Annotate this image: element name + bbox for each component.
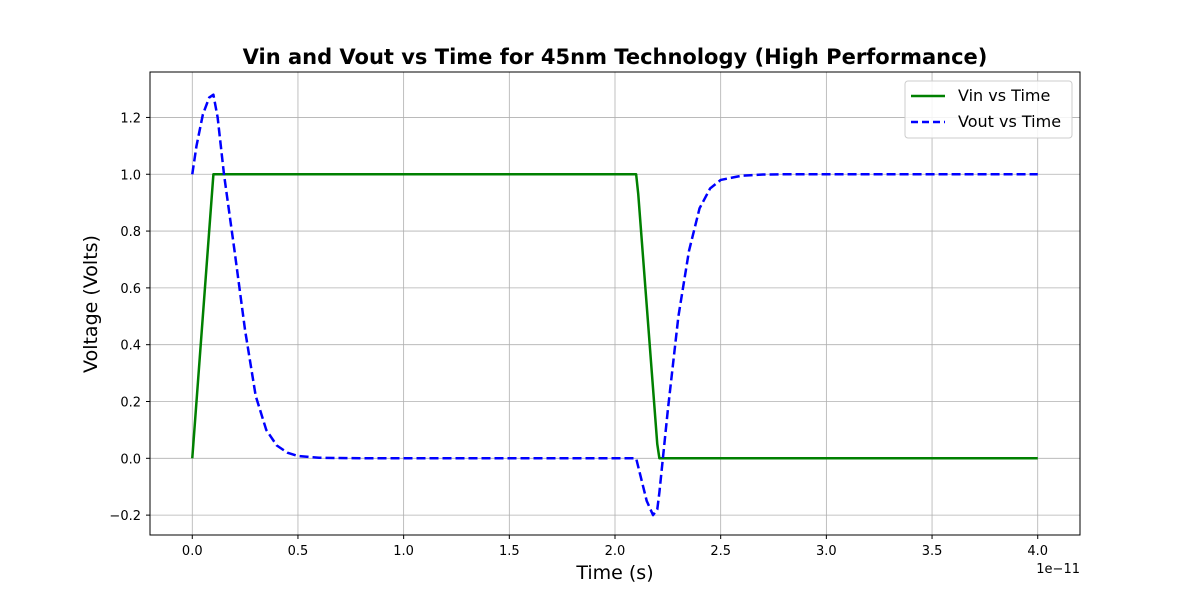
x-tick-label: 0.5 bbox=[288, 544, 309, 559]
legend: Vin vs Time Vout vs Time bbox=[904, 80, 1073, 139]
y-tick-label: 1.2 bbox=[120, 111, 141, 126]
x-tick-label: 2.5 bbox=[710, 544, 731, 559]
y-tick-label: 0.4 bbox=[120, 339, 141, 354]
x-tick-label: 1.5 bbox=[499, 544, 520, 559]
y-axis-label: Voltage (Volts) bbox=[80, 235, 102, 373]
y-tick-label: 0.8 bbox=[120, 225, 141, 240]
series-line-vout bbox=[191, 93, 1038, 517]
x-tick-label: 2.0 bbox=[605, 544, 626, 559]
legend-label-vin: Vin vs Time bbox=[958, 86, 1050, 105]
y-tick-label: 0.2 bbox=[120, 395, 141, 410]
x-tick-label: 3.5 bbox=[922, 544, 943, 559]
y-tick-label: −0.2 bbox=[109, 509, 141, 524]
y-tick-label: 0.6 bbox=[120, 282, 141, 297]
x-axis-offset-label: 1e−11 bbox=[1036, 562, 1080, 577]
x-tick-label: 4.0 bbox=[1027, 544, 1048, 559]
x-axis-label: Time (s) bbox=[575, 562, 653, 584]
legend-box bbox=[904, 80, 1073, 139]
x-tick-label: 1.0 bbox=[393, 544, 414, 559]
x-tick-label: 0.0 bbox=[182, 544, 203, 559]
y-tick-label: 1.0 bbox=[120, 168, 141, 183]
legend-label-vout: Vout vs Time bbox=[958, 112, 1061, 131]
series-line-vin bbox=[191, 173, 1038, 460]
x-tick-label: 3.0 bbox=[816, 544, 837, 559]
axis-ticks: 0.0 0.5 1.0 1.5 2.0 2.5 3.0 3.5 4.0 −0.2 0.0 0.2 0.4… bbox=[109, 111, 1048, 559]
y-tick-label: 0.0 bbox=[120, 452, 141, 467]
chart-title: Vin and Vout vs Time for 45nm Technology… bbox=[243, 45, 988, 69]
series-layer bbox=[191, 93, 1038, 517]
